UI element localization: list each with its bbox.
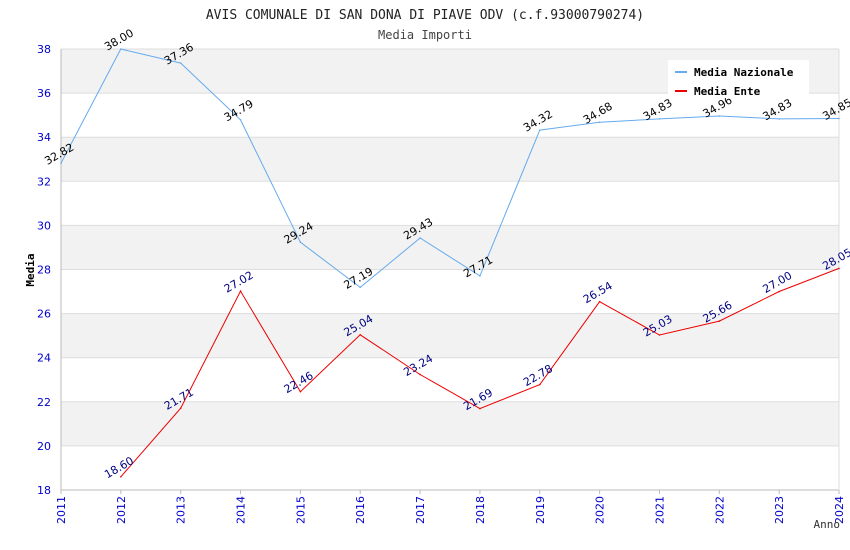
y-tick-label: 20 <box>37 440 51 453</box>
x-tick-label: 2013 <box>175 496 188 524</box>
data-point <box>479 275 481 277</box>
plot-band <box>61 313 839 358</box>
x-tick-label: 2023 <box>773 496 786 524</box>
plot-band <box>61 181 839 226</box>
x-tick-label: 2012 <box>115 496 128 524</box>
y-tick-label: 28 <box>37 264 51 277</box>
data-point <box>239 118 242 121</box>
x-axis-ticks: 2011 2012 2013 2014 2015 2016 2017 2018 2019 2020… <box>55 490 846 524</box>
y-tick-label: 30 <box>37 219 51 232</box>
data-point <box>179 62 182 64</box>
plot-band <box>61 93 839 138</box>
x-tick-label: 2014 <box>235 496 248 524</box>
x-tick-label: 2015 <box>294 496 307 524</box>
data-point <box>778 118 780 120</box>
legend-label: Media Ente <box>694 85 761 98</box>
data-point <box>299 390 302 393</box>
data-point <box>120 48 122 50</box>
data-point <box>359 286 362 289</box>
y-tick-label: 32 <box>37 175 51 188</box>
series-line <box>60 48 840 289</box>
data-point <box>838 117 840 120</box>
data-point <box>60 162 62 165</box>
y-axis-ticks: 18 20 22 24 26 28 30 32 34 36 38 <box>37 43 51 497</box>
data-point <box>179 407 182 409</box>
data-point <box>120 475 122 478</box>
data-point <box>718 320 721 322</box>
data-point <box>538 129 541 131</box>
plot-band <box>61 357 839 402</box>
y-tick-label: 38 <box>37 43 51 56</box>
data-point <box>299 241 302 243</box>
data-point <box>479 407 481 410</box>
x-tick-label: 2020 <box>594 496 607 524</box>
y-tick-label: 24 <box>37 352 51 365</box>
chart-title: AVIS COMUNALE DI SAN DONA DI PIAVE ODV (… <box>206 8 644 23</box>
plot-band <box>61 225 839 270</box>
chart-subtitle: Media Importi <box>378 28 472 42</box>
data-point <box>718 115 721 117</box>
data-point <box>239 290 242 292</box>
data-point <box>598 300 601 303</box>
x-tick-label: 2024 <box>833 496 846 524</box>
y-axis-label: Media <box>24 253 37 286</box>
data-point <box>658 334 661 336</box>
plot-band <box>61 401 839 446</box>
axes <box>60 49 840 491</box>
x-tick-label: 2019 <box>534 496 547 524</box>
x-tick-label: 2011 <box>55 496 68 524</box>
plot-background <box>61 49 839 490</box>
y-tick-label: 36 <box>37 87 51 100</box>
legend-label: Media Nazionale <box>694 66 794 79</box>
y-tick-label: 26 <box>37 308 51 321</box>
data-point <box>419 373 421 376</box>
data-point <box>419 237 421 239</box>
x-tick-label: 2017 <box>414 496 427 524</box>
plot-band <box>61 137 839 182</box>
data-point <box>538 383 541 386</box>
legend-box <box>668 60 809 98</box>
data-point <box>359 333 362 336</box>
y-tick-label: 22 <box>37 396 51 409</box>
plot-band <box>61 269 839 314</box>
y-tick-label: 34 <box>37 131 51 144</box>
x-tick-label: 2022 <box>713 496 726 524</box>
y-tick-label: 18 <box>37 484 51 497</box>
data-point <box>598 121 601 124</box>
x-tick-label: 2021 <box>653 496 666 524</box>
plot-band <box>61 445 839 490</box>
data-point <box>838 267 840 270</box>
x-tick-label: 2016 <box>354 496 367 524</box>
x-axis-label: Anno <box>814 518 841 531</box>
data-point <box>778 290 780 293</box>
legend: Media Nazionale Media Ente <box>668 60 809 98</box>
data-point <box>658 118 661 120</box>
x-tick-label: 2018 <box>474 496 487 524</box>
